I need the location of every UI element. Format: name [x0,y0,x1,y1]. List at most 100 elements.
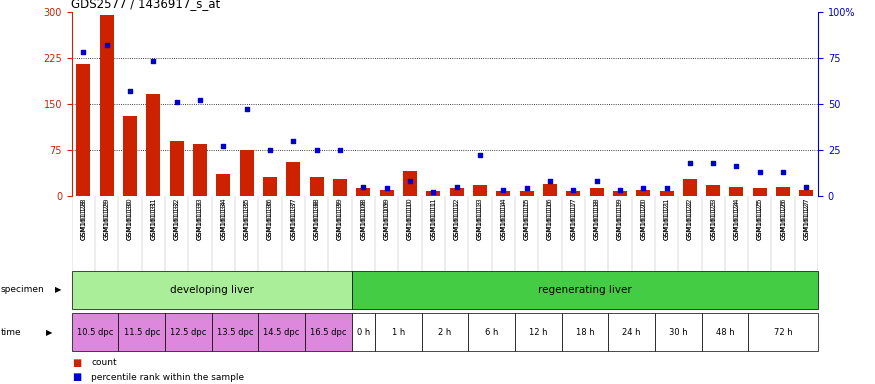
Text: 30 h: 30 h [668,328,688,337]
Point [730,163,744,169]
Text: GSM161132: GSM161132 [174,200,179,240]
Text: GSM161113: GSM161113 [477,200,483,240]
Bar [748,313,818,351]
Text: ▶: ▶ [55,285,61,295]
Bar [333,179,347,196]
Bar [422,313,468,351]
Bar [310,177,324,196]
Text: ▶: ▶ [46,328,52,337]
Text: time: time [1,328,22,337]
Bar [654,313,702,351]
Bar [375,313,422,351]
Point [520,185,534,192]
Bar [352,313,375,351]
Bar [450,189,464,196]
Bar [263,177,277,196]
Text: GSM161121: GSM161121 [663,200,669,240]
Text: GSM161127: GSM161127 [803,200,809,240]
Point [100,41,114,48]
Point [240,106,254,112]
Point [706,160,720,166]
Text: GSM161136: GSM161136 [267,200,273,240]
Bar [562,313,608,351]
Bar [514,313,562,351]
Bar [123,116,137,196]
Point [76,49,90,55]
Text: GSM161124: GSM161124 [733,200,739,240]
Text: GDS2577 / 1436917_s_at: GDS2577 / 1436917_s_at [71,0,220,10]
Bar [590,189,604,196]
Bar [258,313,305,351]
Bar [403,171,417,196]
Text: GSM161129: GSM161129 [104,200,109,240]
Text: 12.5 dpc: 12.5 dpc [170,328,206,337]
Point [752,169,766,175]
Text: developing liver: developing liver [170,285,254,295]
Bar [706,185,720,196]
Text: 18 h: 18 h [576,328,594,337]
Text: specimen: specimen [1,285,45,295]
Text: GSM161138: GSM161138 [313,200,319,240]
Text: 11.5 dpc: 11.5 dpc [123,328,160,337]
Point [682,160,696,166]
Bar [800,190,814,196]
Point [193,97,207,103]
Bar [473,185,487,196]
Bar [702,313,748,351]
Bar [165,313,212,351]
Bar [146,94,160,196]
Point [590,178,604,184]
Bar [305,313,352,351]
Point [286,137,300,144]
Text: GSM161110: GSM161110 [407,200,413,240]
Bar [468,313,514,351]
Bar [352,271,818,309]
Bar [426,191,440,196]
Point [496,187,510,194]
Text: 6 h: 6 h [485,328,498,337]
Bar [216,174,230,196]
Text: GSM161125: GSM161125 [757,200,763,240]
Bar [193,144,207,196]
Point [216,143,230,149]
Text: 16.5 dpc: 16.5 dpc [310,328,347,337]
Text: GSM161122: GSM161122 [687,200,693,240]
Text: ■: ■ [72,372,81,382]
Text: count: count [91,358,116,367]
Text: GSM161134: GSM161134 [220,200,227,240]
Point [380,185,394,192]
Text: 10.5 dpc: 10.5 dpc [77,328,113,337]
Point [426,189,440,195]
Bar [682,179,696,196]
Text: 13.5 dpc: 13.5 dpc [217,328,253,337]
Text: GSM161116: GSM161116 [547,200,553,240]
Point [636,185,650,192]
Bar [72,313,118,351]
Text: GSM161111: GSM161111 [430,200,437,240]
Point [123,88,137,94]
Text: 12 h: 12 h [529,328,548,337]
Bar [118,313,165,351]
Text: GSM161114: GSM161114 [500,200,507,240]
Point [310,147,324,153]
Text: GSM161128: GSM161128 [80,200,87,240]
Bar [776,187,790,196]
Text: ■: ■ [72,358,81,368]
Bar [542,184,556,196]
Text: regenerating liver: regenerating liver [538,285,632,295]
Text: GSM161130: GSM161130 [127,200,133,240]
Text: 14.5 dpc: 14.5 dpc [263,328,300,337]
Point [333,147,347,153]
Point [542,178,556,184]
Text: percentile rank within the sample: percentile rank within the sample [91,372,244,382]
Text: GSM161133: GSM161133 [197,200,203,240]
Point [450,184,464,190]
Point [566,187,580,194]
Bar [752,189,766,196]
Text: GSM161117: GSM161117 [570,200,577,240]
Text: GSM161108: GSM161108 [360,200,367,240]
Point [146,58,160,65]
Text: GSM161109: GSM161109 [383,200,389,240]
Bar [608,313,654,351]
Text: 24 h: 24 h [622,328,640,337]
